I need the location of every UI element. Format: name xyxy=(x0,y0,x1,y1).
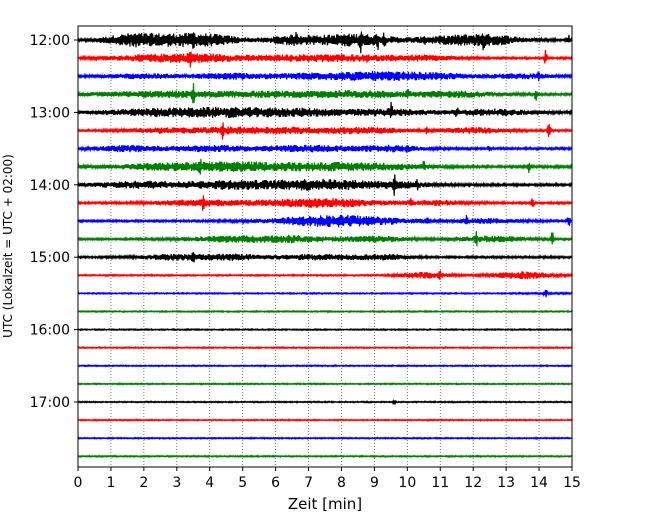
trace-line xyxy=(77,270,573,281)
trace-line xyxy=(77,122,573,140)
trace-line xyxy=(77,363,573,368)
trace-line xyxy=(77,101,573,118)
x-tick-label: 10 xyxy=(398,475,416,491)
x-axis-label: Zeit [min] xyxy=(288,495,362,513)
trace-line xyxy=(77,252,573,263)
y-tick-label: 13:00 xyxy=(30,105,70,121)
plot-frame xyxy=(77,25,573,468)
trace-line xyxy=(77,418,573,422)
x-tick-label: 5 xyxy=(238,475,247,491)
x-tick-label: 15 xyxy=(563,475,581,491)
trace-line xyxy=(77,345,573,350)
trace-line xyxy=(77,70,573,82)
trace-line xyxy=(77,381,573,386)
x-tick-label: 14 xyxy=(530,475,548,491)
trace-line xyxy=(77,289,573,298)
trace-line xyxy=(77,83,573,104)
x-tick-label: 12 xyxy=(464,475,482,491)
trace-group xyxy=(77,31,573,459)
x-tick-label: 2 xyxy=(139,475,148,491)
x-tick-label: 7 xyxy=(304,475,313,491)
trace-line xyxy=(77,214,573,228)
trace-line xyxy=(77,454,573,459)
trace-line xyxy=(77,327,573,332)
trace-line xyxy=(77,398,573,406)
y-tick-label: 16:00 xyxy=(30,323,70,339)
x-tick-label: 13 xyxy=(497,475,515,491)
x-tick-label: 6 xyxy=(271,475,280,491)
x-tick-label: 3 xyxy=(172,475,181,491)
trace-line xyxy=(77,158,573,175)
y-tick-label: 14:00 xyxy=(30,178,70,194)
trace-line xyxy=(77,195,573,211)
x-tick-label: 0 xyxy=(74,475,83,491)
trace-line xyxy=(77,436,573,441)
x-tick-label: 9 xyxy=(370,475,379,491)
trace-line xyxy=(77,49,573,68)
x-tick-label: 11 xyxy=(431,475,449,491)
y-axis-label: UTC (Lokalzeit = UTC + 02:00) xyxy=(1,154,15,338)
trace-line xyxy=(77,231,573,247)
y-axis-ticks: 12:00 13:00 14:00 15:00 16:00 17:00 xyxy=(30,33,78,411)
x-tick-label: 4 xyxy=(205,475,214,491)
trace-line xyxy=(77,174,573,196)
trace-line xyxy=(77,309,573,314)
y-tick-label: 15:00 xyxy=(30,250,70,266)
x-tick-label: 8 xyxy=(337,475,346,491)
y-tick-label: 12:00 xyxy=(30,33,70,49)
y-tick-label: 17:00 xyxy=(30,395,70,411)
x-axis-ticks: 0 1 2 3 4 5 6 7 8 9 10 11 12 13 14 15 xyxy=(74,467,581,491)
x-tick-label: 1 xyxy=(106,475,115,491)
trace-line xyxy=(77,144,573,153)
trace-line xyxy=(77,31,573,54)
